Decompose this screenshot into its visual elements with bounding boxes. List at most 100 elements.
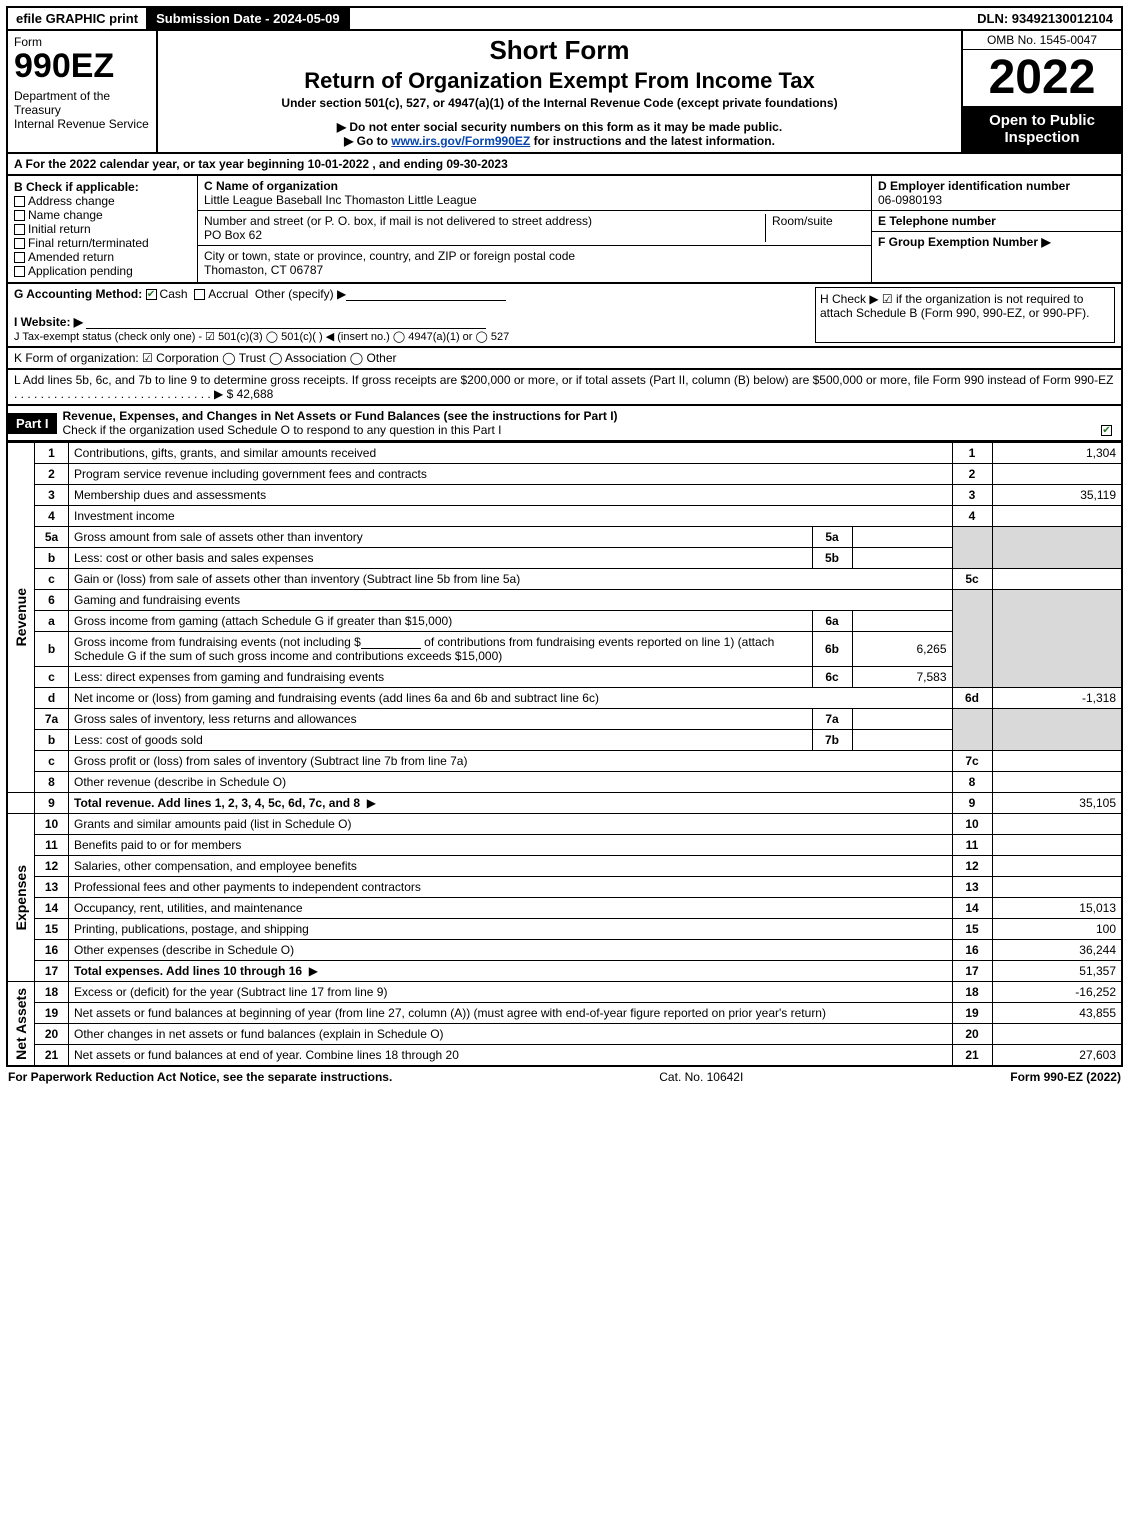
line-6d-val: -1,318	[992, 688, 1122, 709]
line-19-desc: Net assets or fund balances at beginning…	[69, 1003, 953, 1024]
section-a: A For the 2022 calendar year, or tax yea…	[6, 154, 1123, 176]
line-6b-pre: Gross income from fundraising events (no…	[74, 635, 361, 649]
tel-label: E Telephone number	[872, 211, 1121, 232]
part-i-check-note: Check if the organization used Schedule …	[63, 423, 502, 437]
line-20-val	[992, 1024, 1122, 1045]
check-cash[interactable]	[146, 289, 157, 300]
header-center: Short Form Return of Organization Exempt…	[158, 31, 961, 152]
tax-year: 2022	[963, 50, 1121, 106]
line-16-num: 16	[952, 940, 992, 961]
header-left: Form 990EZ Department of the Treasury In…	[8, 31, 158, 152]
line-1-no: 1	[35, 443, 69, 464]
section-gh: G Accounting Method: Cash Accrual Other …	[6, 284, 1123, 348]
line-2-val	[992, 464, 1122, 485]
line-1-desc: Contributions, gifts, grants, and simila…	[69, 443, 953, 464]
line-10-desc: Grants and similar amounts paid (list in…	[69, 814, 953, 835]
main-title: Return of Organization Exempt From Incom…	[166, 68, 953, 94]
top-bar: efile GRAPHIC print Submission Date - 20…	[6, 6, 1123, 31]
ein-label: D Employer identification number	[878, 179, 1115, 193]
line-6a-desc: Gross income from gaming (attach Schedul…	[69, 611, 813, 632]
expenses-side-label: Expenses	[13, 865, 29, 930]
group-exemption: F Group Exemption Number ▶	[872, 232, 1121, 252]
line-11-num: 11	[952, 835, 992, 856]
line-7b-sn: 7b	[812, 730, 852, 751]
check-initial[interactable]: Initial return	[14, 222, 191, 236]
line-13-desc: Professional fees and other payments to …	[69, 877, 953, 898]
section-def: D Employer identification number 06-0980…	[871, 176, 1121, 282]
city-label: City or town, state or province, country…	[204, 249, 865, 263]
line-4-num: 4	[952, 506, 992, 527]
line-6c-sn: 6c	[812, 667, 852, 688]
section-g-label: G Accounting Method:	[14, 287, 142, 301]
line-7b-sv	[852, 730, 952, 751]
line-7a-sn: 7a	[812, 709, 852, 730]
line-17-num: 17	[952, 961, 992, 982]
check-address-label: Address change	[28, 194, 115, 208]
irs-link[interactable]: www.irs.gov/Form990EZ	[391, 134, 530, 148]
line-18-val: -16,252	[992, 982, 1122, 1003]
website-input[interactable]	[86, 315, 486, 329]
line-6d-desc: Net income or (loss) from gaming and fun…	[69, 688, 953, 709]
line-6d-num: 6d	[952, 688, 992, 709]
line-1-val: 1,304	[992, 443, 1122, 464]
part-i-checkbox[interactable]	[1101, 425, 1112, 436]
no-ssn-note: ▶ Do not enter social security numbers o…	[166, 120, 953, 134]
org-name-label: C Name of organization	[204, 179, 865, 193]
part-i-header: Part I Revenue, Expenses, and Changes in…	[6, 406, 1123, 442]
check-accrual[interactable]	[194, 289, 205, 300]
check-pending[interactable]: Application pending	[14, 264, 191, 278]
line-5c-val	[992, 569, 1122, 590]
line-3-num: 3	[952, 485, 992, 506]
ein-value: 06-0980193	[878, 193, 1115, 207]
line-6a-sn: 6a	[812, 611, 852, 632]
cash-label: Cash	[160, 287, 188, 301]
line-2-num: 2	[952, 464, 992, 485]
line-21-val: 27,603	[992, 1045, 1122, 1067]
form-header: Form 990EZ Department of the Treasury In…	[6, 31, 1123, 154]
line-6b-sv: 6,265	[852, 632, 952, 667]
header-right: OMB No. 1545-0047 2022 Open to Public In…	[961, 31, 1121, 152]
net-assets-side-label: Net Assets	[13, 988, 29, 1060]
check-amended[interactable]: Amended return	[14, 250, 191, 264]
line-6-desc: Gaming and fundraising events	[69, 590, 953, 611]
line-5b-desc: Less: cost or other basis and sales expe…	[69, 548, 813, 569]
city-value: Thomaston, CT 06787	[204, 263, 865, 277]
line-12-num: 12	[952, 856, 992, 877]
goto-link[interactable]: ▶ Go to www.irs.gov/Form990EZ for instru…	[166, 134, 953, 148]
line-5a-desc: Gross amount from sale of assets other t…	[69, 527, 813, 548]
line-6a-sv	[852, 611, 952, 632]
line-13-num: 13	[952, 877, 992, 898]
part-i-table: Revenue 1 Contributions, gifts, grants, …	[6, 442, 1123, 1067]
line-9-bold: Total revenue. Add lines 1, 2, 3, 4, 5c,…	[74, 796, 360, 810]
check-address[interactable]: Address change	[14, 194, 191, 208]
line-5a-sv	[852, 527, 952, 548]
line-8-desc: Other revenue (describe in Schedule O)	[69, 772, 953, 793]
line-6b-blank[interactable]	[361, 635, 421, 649]
other-specify-input[interactable]	[346, 287, 506, 301]
line-14-num: 14	[952, 898, 992, 919]
part-i-label: Part I	[8, 413, 57, 434]
section-b-title: B Check if applicable:	[14, 180, 191, 194]
line-18-num: 18	[952, 982, 992, 1003]
line-7c-val	[992, 751, 1122, 772]
other-label: Other (specify) ▶	[255, 287, 346, 301]
street-label: Number and street (or P. O. box, if mail…	[204, 214, 592, 228]
line-9-val: 35,105	[992, 793, 1122, 814]
line-4-desc: Investment income	[69, 506, 953, 527]
line-6b-desc: Gross income from fundraising events (no…	[69, 632, 813, 667]
line-12-desc: Salaries, other compensation, and employ…	[69, 856, 953, 877]
room-label: Room/suite	[765, 214, 865, 242]
check-name[interactable]: Name change	[14, 208, 191, 222]
line-5c-num: 5c	[952, 569, 992, 590]
line-5c-desc: Gain or (loss) from sale of assets other…	[69, 569, 953, 590]
accrual-label: Accrual	[208, 287, 248, 301]
line-3-desc: Membership dues and assessments	[69, 485, 953, 506]
sections-bcdef: B Check if applicable: Address change Na…	[6, 176, 1123, 284]
revenue-side-label: Revenue	[13, 588, 29, 646]
dln: DLN: 93492130012104	[969, 8, 1121, 29]
check-final-label: Final return/terminated	[28, 236, 149, 250]
efile-print[interactable]: efile GRAPHIC print	[8, 8, 148, 29]
section-j: J Tax-exempt status (check only one) - ☑…	[14, 331, 509, 343]
line-18-desc: Excess or (deficit) for the year (Subtra…	[69, 982, 953, 1003]
check-final[interactable]: Final return/terminated	[14, 236, 191, 250]
